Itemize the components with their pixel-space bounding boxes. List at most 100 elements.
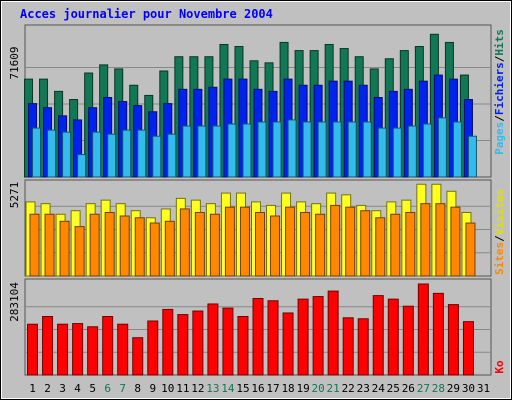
x-tick-label-27: 27 [417,382,430,395]
x-tick-label-12: 12 [191,382,204,395]
bar-pages-22 [347,121,357,178]
bar-sites-27 [420,203,431,277]
x-tick-label-2: 2 [44,382,51,395]
bar-pages-9 [152,135,162,178]
legend-sites: Sites [493,242,506,275]
bar-sites-5 [89,213,100,277]
bar-sites-1 [29,213,40,277]
bar-ko-2 [42,315,54,376]
bar-ko-8 [132,337,144,376]
bar-pages-5 [92,131,102,178]
legend-pages: Pages [493,122,506,155]
bar-sites-4 [74,226,85,277]
bar-sites-21 [330,204,341,277]
bar-sites-3 [59,220,70,277]
bars-layer [24,33,477,376]
x-tick-label-14: 14 [221,382,235,395]
bar-pages-1 [32,127,42,178]
x-tick-label-21: 21 [327,382,340,395]
legend-hits: Hits [493,29,506,56]
x-tick-label-28: 28 [432,382,445,395]
bar-pages-19 [302,121,312,178]
panel-1-ymax-label: 71609 [8,46,21,79]
x-tick-label-16: 16 [251,382,264,395]
bar-pages-13 [212,125,222,178]
x-tick-label-5: 5 [89,382,96,395]
bar-ko-22 [342,317,354,376]
bar-pages-27 [422,123,432,178]
x-tick-label-15: 15 [236,382,249,395]
bar-sites-24 [375,217,386,277]
bar-sites-29 [450,206,461,277]
bar-pages-20 [317,121,327,178]
legend-visites: Visites [493,189,506,235]
bar-sites-26 [405,211,416,277]
x-tick-label-8: 8 [134,382,141,395]
bar-sites-28 [435,203,446,277]
bar-pages-17 [272,121,282,178]
bar-sites-2 [44,213,55,277]
bar-sites-30 [465,222,476,277]
x-tick-label-29: 29 [447,382,460,395]
bar-ko-12 [192,310,204,376]
x-axis-labels: 1 2 3 4 5 6 7 8 9 10 11 12 13 14 15 16 17 18 19 20 21 22 23 24 2… [29,382,490,395]
x-tick-label-23: 23 [357,382,370,395]
bar-ko-23 [357,318,369,376]
bar-pages-23 [362,121,372,178]
bar-pages-30 [467,135,477,178]
bar-sites-14 [224,206,235,277]
bar-pages-25 [392,127,402,178]
bar-pages-24 [377,127,387,178]
chart-title: Acces journalier pour Novembre 2004 [20,7,273,21]
x-tick-label-25: 25 [387,382,400,395]
x-tick-label-4: 4 [74,382,81,395]
bar-sites-18 [285,206,296,277]
bar-pages-3 [62,131,72,178]
x-tick-label-31: 31 [477,382,490,395]
bar-sites-16 [255,211,265,277]
bar-pages-11 [182,125,192,178]
bar-ko-4 [72,323,84,376]
x-tick-label-24: 24 [372,382,386,395]
bar-sites-7 [119,215,130,277]
legend-fichiers: Fichiers [493,62,506,115]
x-tick-label-26: 26 [402,382,415,395]
bar-pages-6 [107,133,117,178]
bar-sites-12 [194,211,205,277]
panel-3-ymax-label: 283104 [8,282,21,322]
bar-pages-21 [332,121,342,178]
bar-sites-13 [209,213,220,277]
bar-pages-29 [452,121,462,178]
bar-pages-26 [407,125,417,178]
x-tick-label-13: 13 [206,382,219,395]
bar-ko-18 [282,312,294,376]
bar-pages-14 [227,123,237,178]
bar-ko-15 [237,315,249,376]
bar-ko-16 [252,297,264,376]
x-tick-label-9: 9 [149,382,156,395]
bar-ko-28 [432,292,444,376]
bar-sites-11 [179,208,190,277]
legend-separator-2: / [493,55,506,62]
x-tick-label-3: 3 [59,382,66,395]
bar-ko-11 [177,314,189,376]
bar-ko-21 [327,290,339,376]
x-tick-label-17: 17 [266,382,279,395]
bar-ko-9 [147,320,159,376]
bar-ko-10 [162,308,174,376]
bar-sites-22 [345,206,356,277]
bar-ko-13 [207,303,219,376]
x-tick-label-30: 30 [462,382,475,395]
bar-ko-7 [117,323,129,376]
bar-ko-19 [297,298,309,376]
x-tick-label-10: 10 [161,382,174,395]
legend-separator-1: / [493,115,506,122]
bar-ko-25 [387,298,399,376]
bar-sites-15 [239,206,250,277]
bar-sites-9 [149,222,160,277]
bar-pages-8 [137,129,147,178]
bar-ko-27 [417,283,429,376]
